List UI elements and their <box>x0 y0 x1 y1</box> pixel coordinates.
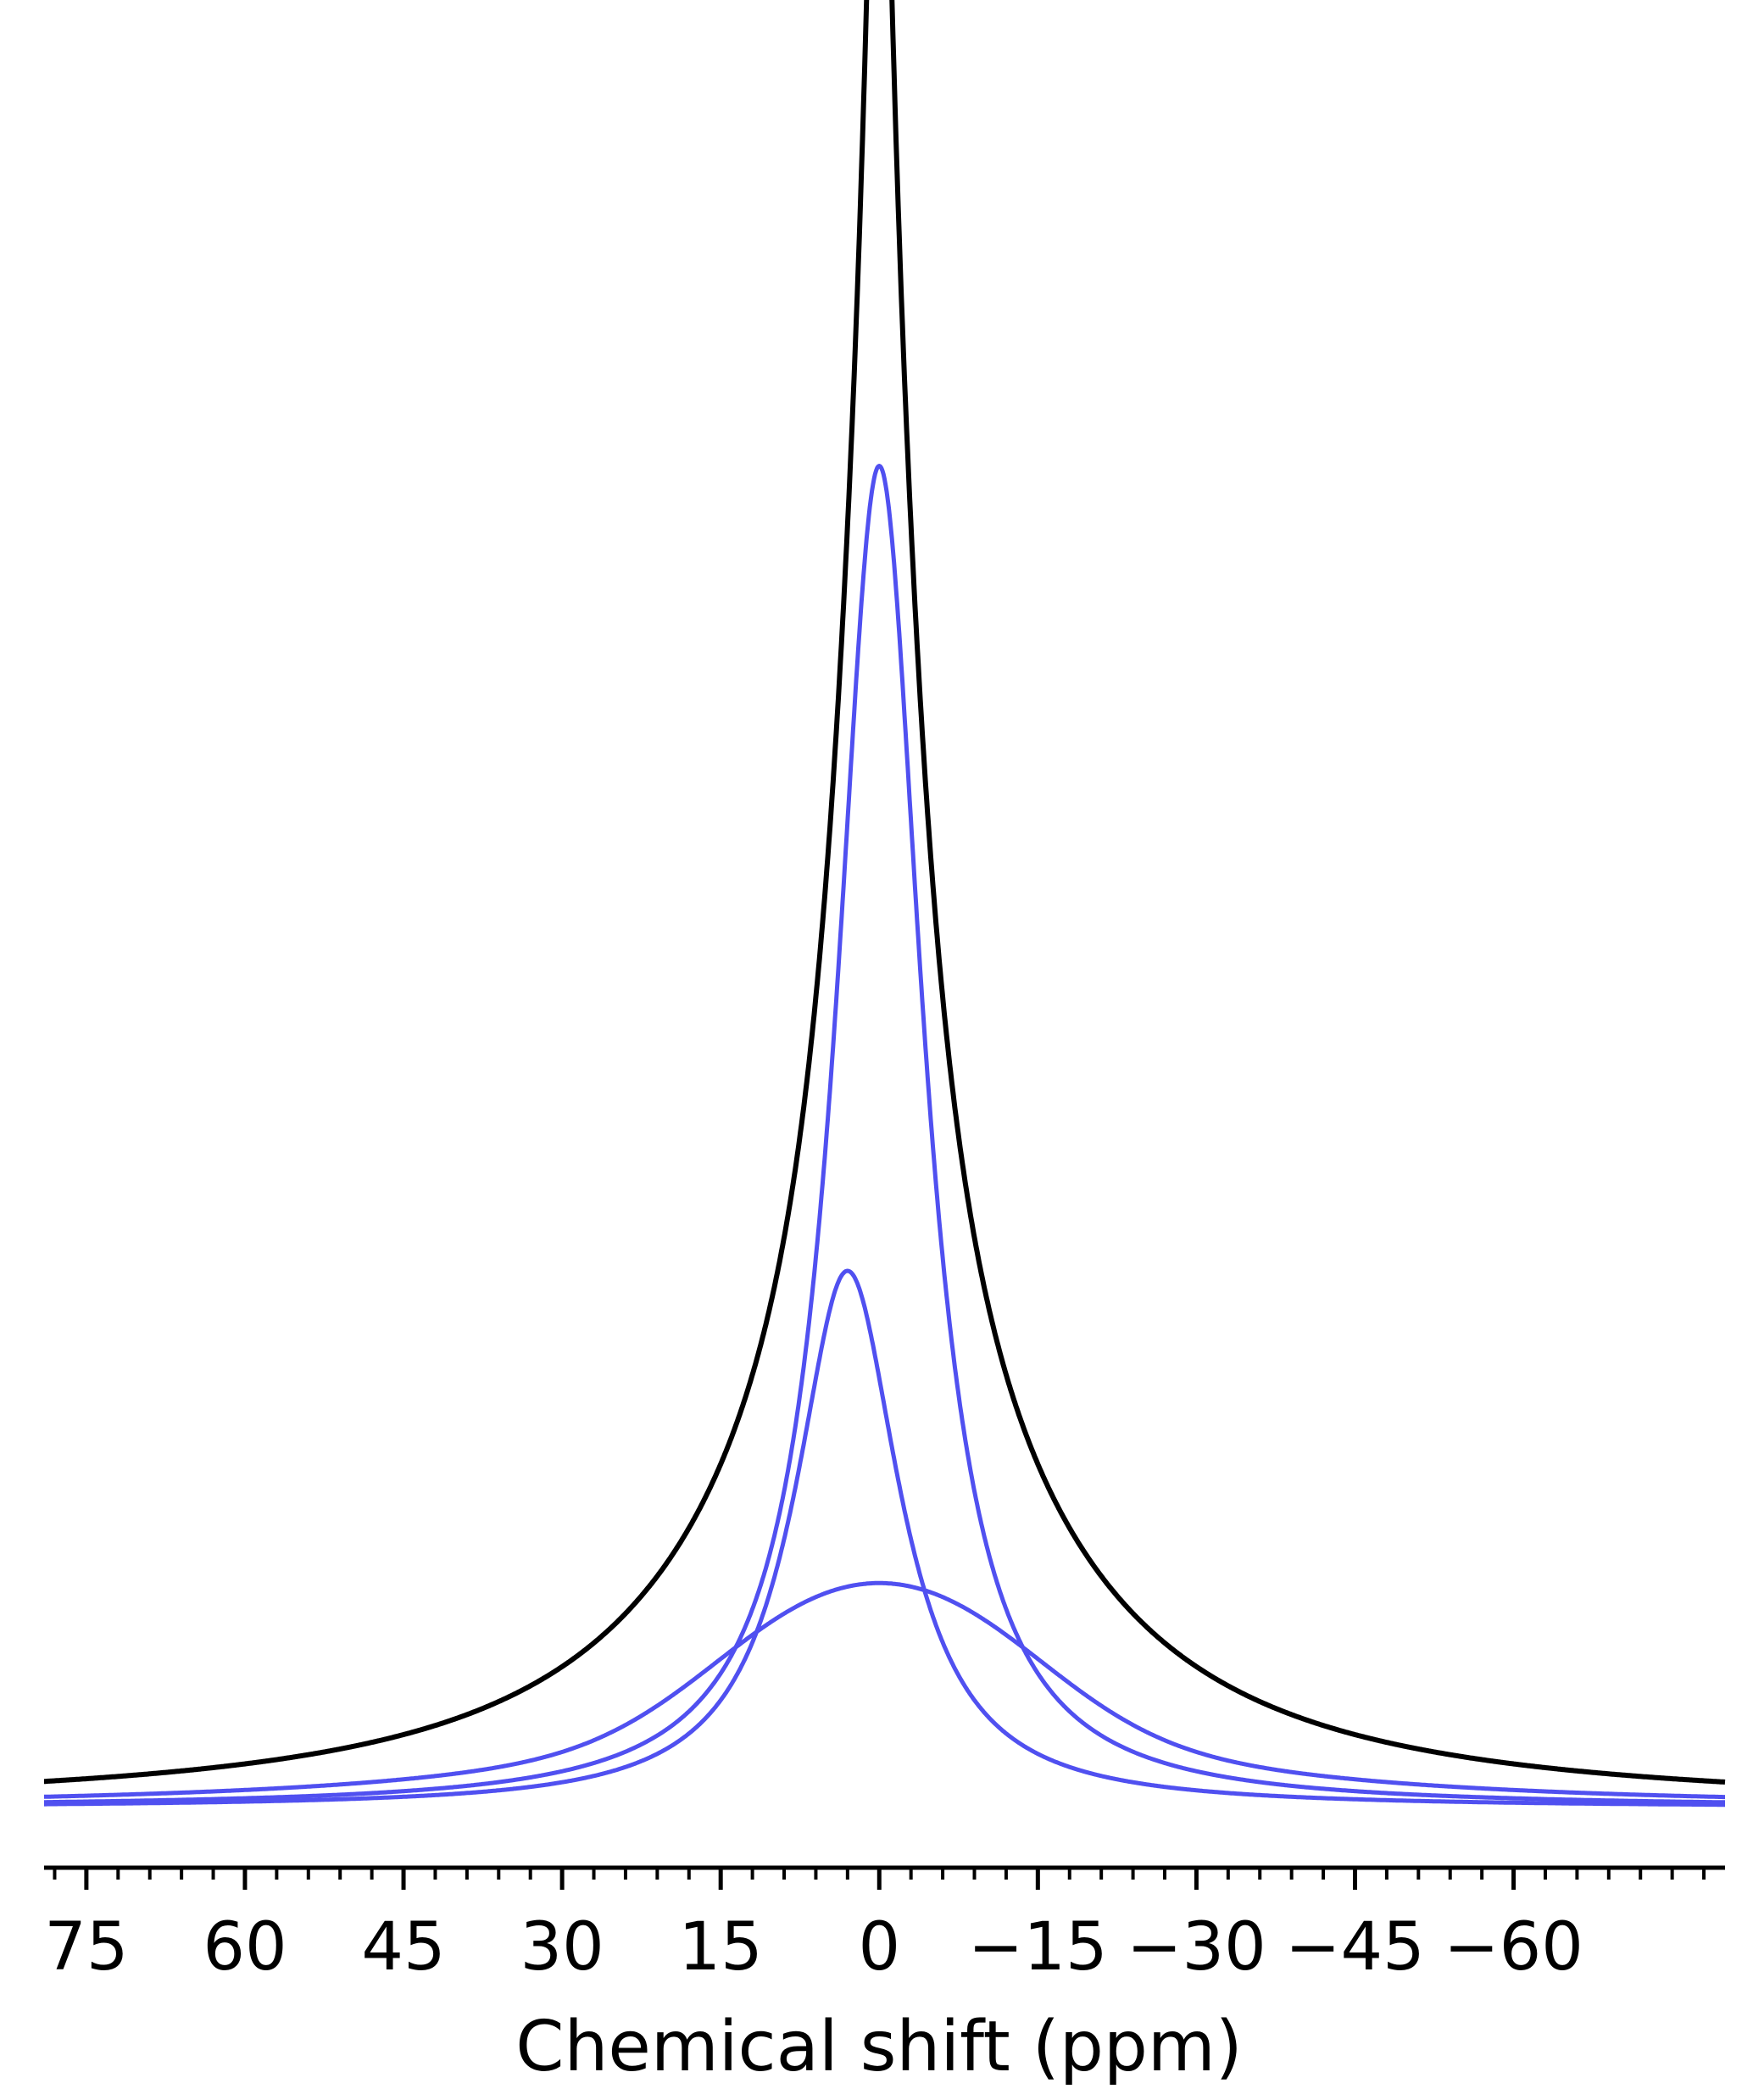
x-axis-title: Chemical shift (ppm) <box>515 2007 1243 2087</box>
spectrum-curves <box>42 0 1727 1808</box>
experimental-spectrum-line <box>42 0 1727 1785</box>
x-tick-label: 15 <box>679 1909 763 1986</box>
fit-component-line-1 <box>42 464 1727 1805</box>
x-tick-label: −45 <box>1285 1909 1425 1986</box>
x-tick-label: −15 <box>968 1909 1108 1986</box>
x-tick-label: 75 <box>44 1909 128 1986</box>
x-tick-label: 30 <box>520 1909 604 1986</box>
x-tick-label: 60 <box>203 1909 287 1986</box>
fit-component-line-2 <box>42 1268 1727 1808</box>
x-tick-label: −60 <box>1444 1909 1583 1986</box>
x-tick-label: 0 <box>858 1909 900 1986</box>
x-axis: 75 60 45 30 15 0 −15 −30 −45 −60 <box>44 1865 1725 1986</box>
fit-component-line-3 <box>42 1580 1727 1800</box>
x-tick-label: 45 <box>361 1909 445 1986</box>
x-tick-label: −30 <box>1127 1909 1266 1986</box>
